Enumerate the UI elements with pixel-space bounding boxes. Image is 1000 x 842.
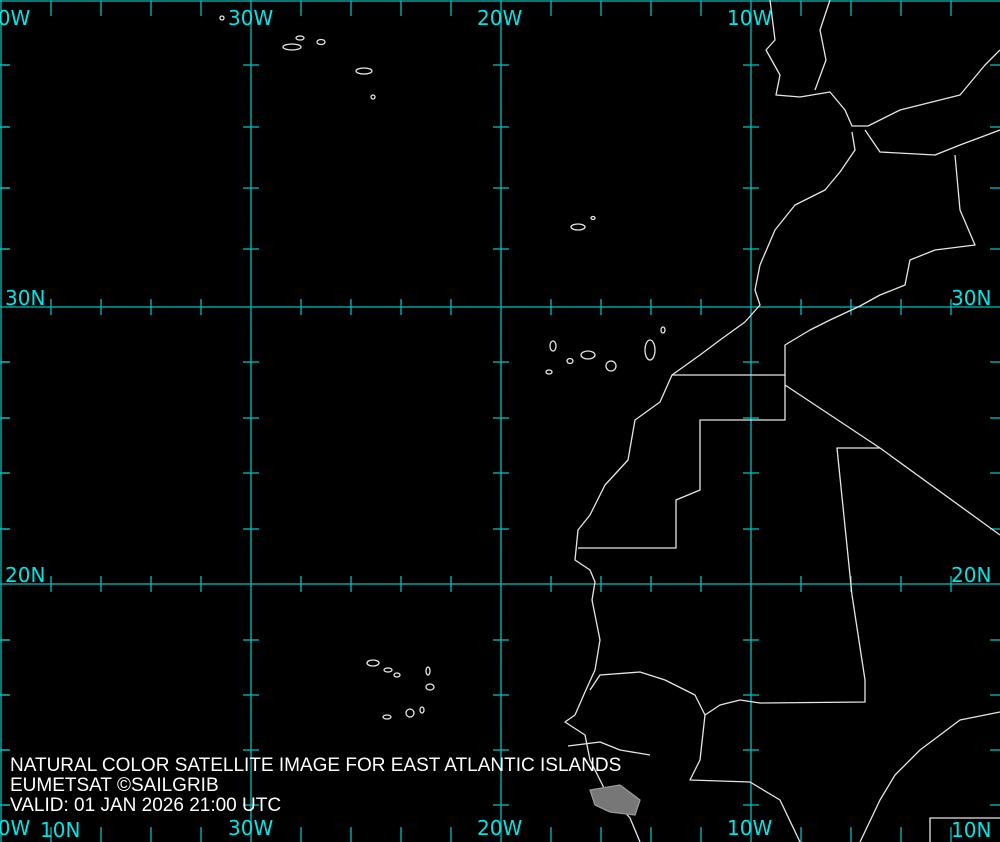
lon-label-bottom-30w: 30W <box>228 816 274 840</box>
spain-portugal-border <box>814 0 831 91</box>
lon-label-top-30w: 30W <box>228 6 274 30</box>
gambia-border <box>567 741 651 756</box>
caption-credit: EUMETSAT ©SAILGRIB <box>10 775 219 796</box>
lat-label-left-30n: 30N <box>5 286 46 310</box>
lon-label-top-10w: 10W <box>727 6 773 30</box>
cape-verde-islands <box>366 659 435 720</box>
africa-mediterranean-coast <box>864 129 1000 156</box>
western-sahara-border <box>578 374 786 549</box>
lat-label-left-20n: 20N <box>5 563 46 587</box>
lon-label-top-20w: 20W <box>477 6 523 30</box>
lon-label-top-40w: 40W <box>0 6 31 30</box>
madeira-islands <box>570 215 596 231</box>
lon-label-bottom-20w: 20W <box>477 816 523 840</box>
lat-label-left-10n: 10N <box>40 818 81 842</box>
coastlines-and-borders <box>219 0 1000 842</box>
lat-label-right-30n: 30N <box>951 286 992 310</box>
morocco-algeria-border <box>784 154 976 375</box>
iberia-coast <box>765 0 1000 127</box>
mali-guinea-border <box>689 714 801 842</box>
lat-label-right-20n: 20N <box>951 563 992 587</box>
caption-valid-time: VALID: 01 JAN 2026 21:00 UTC <box>10 795 282 816</box>
lat-label-right-10n: 10N <box>951 818 992 842</box>
caption-title: NATURAL COLOR SATELLITE IMAGE FOR EAST A… <box>10 755 622 776</box>
lon-label-bottom-40w: 40W <box>0 816 31 840</box>
southeast-border <box>929 817 1000 842</box>
east-border <box>859 711 1000 842</box>
africa-atlantic-coast <box>564 131 856 842</box>
canary-islands <box>545 326 666 375</box>
bijagos-archipelago <box>589 784 641 816</box>
mauritania-algeria-border <box>784 384 1000 536</box>
lon-label-bottom-10w: 10W <box>727 816 773 840</box>
mauritania-mali-border <box>589 447 880 716</box>
azores-islands <box>219 15 376 100</box>
